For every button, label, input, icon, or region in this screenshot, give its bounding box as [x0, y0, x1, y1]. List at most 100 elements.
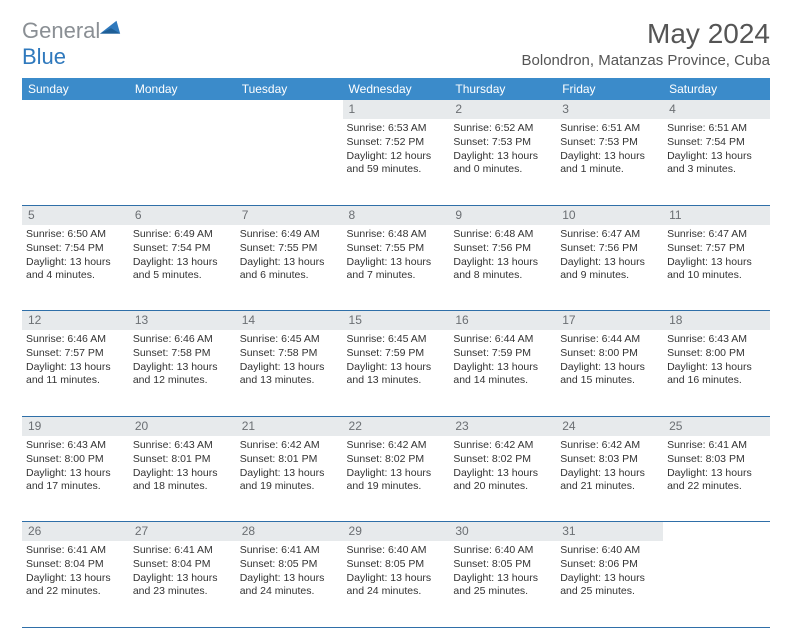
day-number: 5 — [22, 205, 129, 225]
sunset-line: Sunset: 7:59 PM — [347, 347, 446, 360]
day-number: 19 — [22, 416, 129, 436]
day-cell: Sunrise: 6:41 AMSunset: 8:04 PMDaylight:… — [22, 541, 129, 627]
day-number: 25 — [663, 416, 770, 436]
day-number-row: 19202122232425 — [22, 416, 770, 436]
daylight-line: Daylight: 13 hours and 24 minutes. — [240, 572, 339, 598]
day-number: 15 — [343, 311, 450, 331]
daylight-line: Daylight: 13 hours and 19 minutes. — [347, 467, 446, 493]
day-cell: Sunrise: 6:49 AMSunset: 7:54 PMDaylight:… — [129, 225, 236, 311]
day-number-row: 12131415161718 — [22, 311, 770, 331]
sunset-line: Sunset: 8:00 PM — [560, 347, 659, 360]
sunset-line: Sunset: 7:53 PM — [453, 136, 552, 149]
sunrise-line: Sunrise: 6:52 AM — [453, 122, 552, 135]
sunset-line: Sunset: 8:04 PM — [133, 558, 232, 571]
daylight-line: Daylight: 13 hours and 22 minutes. — [26, 572, 125, 598]
weekday-header: Tuesday — [236, 78, 343, 100]
sunrise-line: Sunrise: 6:40 AM — [347, 544, 446, 557]
sunrise-line: Sunrise: 6:41 AM — [667, 439, 766, 452]
sunset-line: Sunset: 8:06 PM — [560, 558, 659, 571]
day-number-row: 1234 — [22, 100, 770, 119]
day-cell — [22, 119, 129, 205]
day-cell: Sunrise: 6:45 AMSunset: 7:59 PMDaylight:… — [343, 330, 450, 416]
day-number: 16 — [449, 311, 556, 331]
daylight-line: Daylight: 13 hours and 6 minutes. — [240, 256, 339, 282]
day-number: 13 — [129, 311, 236, 331]
sunrise-line: Sunrise: 6:46 AM — [133, 333, 232, 346]
sunrise-line: Sunrise: 6:44 AM — [453, 333, 552, 346]
day-cell: Sunrise: 6:46 AMSunset: 7:57 PMDaylight:… — [22, 330, 129, 416]
day-number-row: 262728293031 — [22, 522, 770, 542]
sunrise-line: Sunrise: 6:42 AM — [240, 439, 339, 452]
sunrise-line: Sunrise: 6:45 AM — [240, 333, 339, 346]
daylight-line: Daylight: 13 hours and 24 minutes. — [347, 572, 446, 598]
day-detail-row: Sunrise: 6:41 AMSunset: 8:04 PMDaylight:… — [22, 541, 770, 627]
sunrise-line: Sunrise: 6:45 AM — [347, 333, 446, 346]
sunset-line: Sunset: 8:03 PM — [667, 453, 766, 466]
daylight-line: Daylight: 13 hours and 9 minutes. — [560, 256, 659, 282]
day-number: 3 — [556, 100, 663, 119]
day-detail-row: Sunrise: 6:43 AMSunset: 8:00 PMDaylight:… — [22, 436, 770, 522]
sunrise-line: Sunrise: 6:43 AM — [133, 439, 232, 452]
weekday-header-row: SundayMondayTuesdayWednesdayThursdayFrid… — [22, 78, 770, 100]
sunset-line: Sunset: 8:05 PM — [240, 558, 339, 571]
sunrise-line: Sunrise: 6:50 AM — [26, 228, 125, 241]
day-number: 22 — [343, 416, 450, 436]
title-block: May 2024 Bolondron, Matanzas Province, C… — [522, 18, 770, 69]
daylight-line: Daylight: 13 hours and 18 minutes. — [133, 467, 232, 493]
sunrise-line: Sunrise: 6:48 AM — [347, 228, 446, 241]
sunrise-line: Sunrise: 6:41 AM — [240, 544, 339, 557]
weekday-header: Monday — [129, 78, 236, 100]
daylight-line: Daylight: 13 hours and 21 minutes. — [560, 467, 659, 493]
sunrise-line: Sunrise: 6:51 AM — [667, 122, 766, 135]
logo-word1: General — [22, 18, 100, 43]
day-cell: Sunrise: 6:51 AMSunset: 7:54 PMDaylight:… — [663, 119, 770, 205]
daylight-line: Daylight: 13 hours and 20 minutes. — [453, 467, 552, 493]
day-number — [22, 100, 129, 119]
day-cell: Sunrise: 6:41 AMSunset: 8:03 PMDaylight:… — [663, 436, 770, 522]
day-number: 31 — [556, 522, 663, 542]
day-number: 10 — [556, 205, 663, 225]
sunrise-line: Sunrise: 6:48 AM — [453, 228, 552, 241]
day-number-row: 567891011 — [22, 205, 770, 225]
daylight-line: Daylight: 13 hours and 12 minutes. — [133, 361, 232, 387]
sunrise-line: Sunrise: 6:41 AM — [133, 544, 232, 557]
day-number: 26 — [22, 522, 129, 542]
sunrise-line: Sunrise: 6:42 AM — [560, 439, 659, 452]
day-number: 6 — [129, 205, 236, 225]
weekday-header: Saturday — [663, 78, 770, 100]
day-cell: Sunrise: 6:40 AMSunset: 8:06 PMDaylight:… — [556, 541, 663, 627]
day-number: 9 — [449, 205, 556, 225]
sunrise-line: Sunrise: 6:43 AM — [667, 333, 766, 346]
day-cell — [236, 119, 343, 205]
day-cell: Sunrise: 6:42 AMSunset: 8:03 PMDaylight:… — [556, 436, 663, 522]
daylight-line: Daylight: 13 hours and 7 minutes. — [347, 256, 446, 282]
day-number — [236, 100, 343, 119]
day-cell: Sunrise: 6:46 AMSunset: 7:58 PMDaylight:… — [129, 330, 236, 416]
sunrise-line: Sunrise: 6:47 AM — [560, 228, 659, 241]
sunrise-line: Sunrise: 6:41 AM — [26, 544, 125, 557]
logo-word2: Blue — [22, 44, 66, 69]
day-number: 24 — [556, 416, 663, 436]
day-cell: Sunrise: 6:41 AMSunset: 8:04 PMDaylight:… — [129, 541, 236, 627]
day-number: 7 — [236, 205, 343, 225]
sunset-line: Sunset: 7:58 PM — [240, 347, 339, 360]
day-number: 21 — [236, 416, 343, 436]
sunset-line: Sunset: 7:56 PM — [453, 242, 552, 255]
location: Bolondron, Matanzas Province, Cuba — [522, 52, 770, 69]
sunset-line: Sunset: 7:58 PM — [133, 347, 232, 360]
day-cell: Sunrise: 6:49 AMSunset: 7:55 PMDaylight:… — [236, 225, 343, 311]
day-number: 4 — [663, 100, 770, 119]
weekday-header: Thursday — [449, 78, 556, 100]
day-number: 23 — [449, 416, 556, 436]
day-cell: Sunrise: 6:50 AMSunset: 7:54 PMDaylight:… — [22, 225, 129, 311]
day-number: 1 — [343, 100, 450, 119]
day-cell: Sunrise: 6:42 AMSunset: 8:02 PMDaylight:… — [449, 436, 556, 522]
day-cell: Sunrise: 6:44 AMSunset: 8:00 PMDaylight:… — [556, 330, 663, 416]
daylight-line: Daylight: 13 hours and 23 minutes. — [133, 572, 232, 598]
day-cell: Sunrise: 6:48 AMSunset: 7:56 PMDaylight:… — [449, 225, 556, 311]
day-cell: Sunrise: 6:42 AMSunset: 8:01 PMDaylight:… — [236, 436, 343, 522]
day-detail-row: Sunrise: 6:46 AMSunset: 7:57 PMDaylight:… — [22, 330, 770, 416]
daylight-line: Daylight: 13 hours and 14 minutes. — [453, 361, 552, 387]
daylight-line: Daylight: 13 hours and 3 minutes. — [667, 150, 766, 176]
day-cell: Sunrise: 6:47 AMSunset: 7:57 PMDaylight:… — [663, 225, 770, 311]
